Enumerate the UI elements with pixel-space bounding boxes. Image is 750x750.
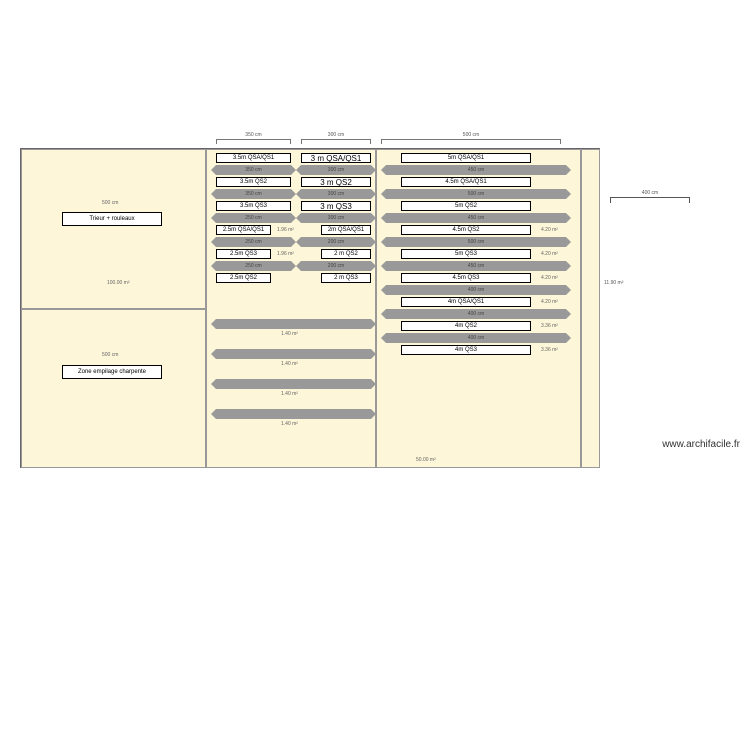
colB-band-4: 200 cm <box>301 261 371 271</box>
bottom-band-1 <box>216 349 371 359</box>
colC-band-0: 450 cm <box>386 165 566 175</box>
isolated-dim-label: 400 cm <box>610 190 690 196</box>
bracket-colA-label: 350 cm <box>245 132 261 138</box>
colA-sub-3: 1.96 m² <box>277 227 294 233</box>
colC-box-7: 4m QS2 <box>401 321 531 331</box>
colA-box-4: 2.5m QS3 <box>216 249 271 259</box>
colB-band-2: 300 cm <box>301 213 371 223</box>
colC-box-6: 4m QSA/QS1 <box>401 297 531 307</box>
bracket-colC-label: 500 cm <box>463 132 479 138</box>
colA-box-2: 3.5m QS3 <box>216 201 291 211</box>
colB-band-0: 300 cm <box>301 165 371 175</box>
bracket-colB-label: 300 cm <box>328 132 344 138</box>
colB-box-5: 2 m QS3 <box>321 273 371 283</box>
colC-box-2: 5m QS2 <box>401 201 531 211</box>
colA-band-4: 250 cm <box>216 261 291 271</box>
colB-box-2: 3 m QS3 <box>301 201 371 211</box>
isolated-bracket <box>610 197 690 203</box>
colB-band-1: 300 cm <box>301 189 371 199</box>
colC-sub-8: 3.36 m² <box>541 347 558 353</box>
colA-box-5: 2.5m QS2 <box>216 273 271 283</box>
colC-band-1: 500 cm <box>386 189 566 199</box>
colA-box-0: 3.5m QSA/QS1 <box>216 153 291 163</box>
colC-band-3: 500 cm <box>386 237 566 247</box>
bottom-band-dim-1: 1.40 m² <box>281 361 298 367</box>
colA-box-1: 3.5m QS2 <box>216 177 291 187</box>
bottom-area: 50.00 m² <box>416 457 436 463</box>
colA-band-2: 250 cm <box>216 213 291 223</box>
colA-box-3: 2.5m QSA/QS1 <box>216 225 271 235</box>
isolated-measure: 400 cm <box>610 190 690 203</box>
bracket-colB: 300 cm <box>301 139 371 144</box>
colB-box-1: 3 m QS2 <box>301 177 371 187</box>
bracket-colA: 350 cm <box>216 139 291 144</box>
colC-band-5: 400 cm <box>386 285 566 295</box>
room-dim-left: 500 cm <box>102 352 118 358</box>
colC-band-2: 450 cm <box>386 213 566 223</box>
bottom-band-3 <box>216 409 371 419</box>
colC-sub-5: 4.20 m² <box>541 275 558 281</box>
colA-sub-4: 1.96 m² <box>277 251 294 257</box>
room-bottom-left: 500 cm Zone empilage charpente <box>21 309 206 468</box>
room-top-left: 500 cm Trieur + rouleaux 100.00 m² <box>21 149 206 309</box>
colB-band-3: 200 cm <box>301 237 371 247</box>
room-area-top-left: 100.00 m² <box>107 280 130 286</box>
colB-box-4: 2 m QS2 <box>321 249 371 259</box>
colB-box-3: 2m QSA/QS1 <box>321 225 371 235</box>
colC-band-4: 450 cm <box>386 261 566 271</box>
colC-band-7: 400 cm <box>386 333 566 343</box>
colC-box-1: 4.5m QSA/QS1 <box>401 177 531 187</box>
floor-plan: 500 cm Trieur + rouleaux 100.00 m² 500 c… <box>20 148 600 468</box>
colC-sub-4: 4.20 m² <box>541 251 558 257</box>
room-right-strip <box>581 149 600 468</box>
colC-band-6: 400 cm <box>386 309 566 319</box>
watermark: www.archifacile.fr <box>662 439 740 450</box>
colC-sub-7: 3.36 m² <box>541 323 558 329</box>
colA-band-3: 250 cm <box>216 237 291 247</box>
room-dim-top: 500 cm <box>102 200 118 206</box>
room-label-trieur: Trieur + rouleaux <box>62 212 162 226</box>
colA-band-1: 350 cm <box>216 189 291 199</box>
colC-box-4: 5m QS3 <box>401 249 531 259</box>
room-label-empilage: Zone empilage charpente <box>62 365 162 379</box>
bottom-band-dim-3: 1.40 m² <box>281 421 298 427</box>
colC-box-0: 5m QSA/QS1 <box>401 153 531 163</box>
colC-box-8: 4m QS3 <box>401 345 531 355</box>
colC-sub-6: 4.20 m² <box>541 299 558 305</box>
colC-box-3: 4.5m QS2 <box>401 225 531 235</box>
colC-box-5: 4.5m QS3 <box>401 273 531 283</box>
colC-sub-3: 4.20 m² <box>541 227 558 233</box>
bottom-band-0 <box>216 319 371 329</box>
side-dim-right: 11.90 m² <box>604 280 623 286</box>
bottom-band-2 <box>216 379 371 389</box>
bottom-band-dim-0: 1.40 m² <box>281 331 298 337</box>
colB-box-0: 3 m QSA/QS1 <box>301 153 371 163</box>
bottom-band-dim-2: 1.40 m² <box>281 391 298 397</box>
colA-band-0: 350 cm <box>216 165 291 175</box>
bracket-colC: 500 cm <box>381 139 561 144</box>
